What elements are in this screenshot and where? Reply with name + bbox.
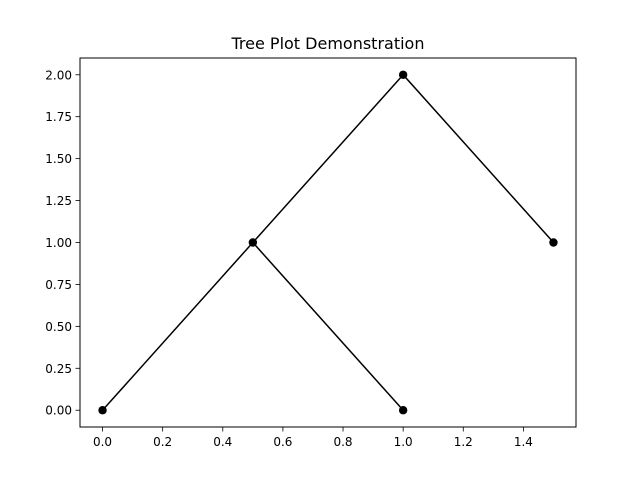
y-tick-label: 1.75	[45, 110, 72, 124]
y-tick-label: 2.00	[45, 68, 72, 82]
y-tick-label: 0.00	[45, 404, 72, 418]
y-tick-label: 0.25	[45, 362, 72, 376]
tree-node-1	[248, 238, 258, 247]
tree-node-2	[549, 238, 558, 247]
y-tick-label: 0.75	[45, 278, 72, 292]
x-tick-label: 0.4	[213, 435, 232, 449]
x-axis: 0.0 0.2 0.4 0.6 0.8 1.0 1.2 1.4	[93, 427, 533, 449]
x-tick-label: 1.4	[514, 435, 533, 449]
y-tick-label: 1.25	[45, 194, 72, 208]
tree-edge-2	[101, 241, 254, 412]
y-tick-label: 1.50	[45, 152, 72, 166]
edges-layer	[101, 73, 555, 412]
tree-node-3	[98, 406, 107, 415]
tree-edge-1	[402, 73, 555, 244]
tree-node-4	[398, 406, 408, 415]
y-axis: 0.00 0.25 0.50 0.75 1.00 1.25 1.50 1.75 2.00	[45, 68, 80, 418]
x-tick-label: 0.2	[153, 435, 172, 449]
x-tick-label: 1.2	[454, 435, 473, 449]
nodes-layer	[98, 70, 558, 415]
tree-edge-3	[251, 241, 405, 412]
tree-node-0	[398, 70, 408, 79]
x-tick-label: 1.0	[394, 435, 413, 449]
y-tick-label: 1.00	[45, 236, 72, 250]
y-tick-label: 0.50	[45, 320, 72, 334]
x-tick-label: 0.8	[333, 435, 352, 449]
x-tick-label: 0.0	[93, 435, 112, 449]
chart-title: Tree Plot Demonstration	[231, 34, 425, 53]
x-tick-label: 0.6	[273, 435, 292, 449]
tree-edge-0	[251, 73, 405, 244]
